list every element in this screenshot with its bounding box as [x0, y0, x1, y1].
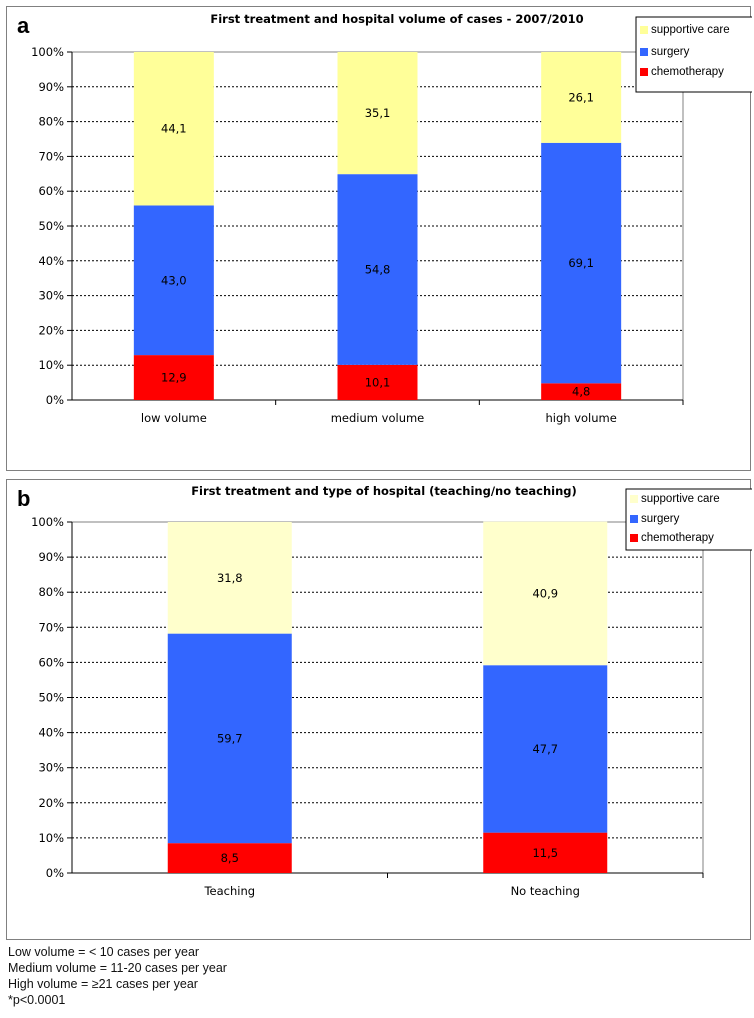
category-label: high volume — [545, 411, 616, 425]
data-label: 12,9 — [161, 371, 187, 385]
chart-title: First treatment and hospital volume of c… — [210, 12, 583, 26]
legend-label: surgery — [641, 513, 680, 525]
data-label: 54,8 — [365, 263, 391, 277]
y-tick-label: 80% — [38, 115, 64, 129]
bar-segment — [483, 665, 608, 833]
data-label: 4,8 — [572, 385, 590, 399]
bar-segment — [337, 174, 418, 365]
footnote-medium-volume: Medium volume = 11-20 cases per year — [8, 961, 227, 975]
data-label: 69,1 — [568, 256, 594, 270]
chart-svg: b First treatment and type of hospital (t… — [17, 484, 752, 898]
panel-letter: a — [17, 13, 30, 38]
y-tick-label: 40% — [38, 726, 64, 740]
y-tick-label: 90% — [38, 550, 64, 564]
legend-label: supportive care — [641, 493, 720, 505]
data-label: 10,1 — [365, 375, 391, 389]
legend-swatch — [630, 495, 638, 503]
y-tick-label: 70% — [38, 620, 64, 634]
footnotes: Low volume = < 10 cases per year Medium … — [8, 944, 227, 1008]
bar-segment — [133, 355, 214, 400]
data-label: 47,7 — [532, 742, 558, 756]
y-tick-label: 50% — [38, 219, 64, 233]
bar-segment — [483, 832, 608, 873]
legend-swatch — [640, 68, 648, 76]
data-label: 26,1 — [568, 90, 594, 104]
y-tick-label: 0% — [46, 393, 64, 407]
bar-segment — [541, 383, 622, 400]
bar-segment — [337, 52, 418, 175]
legend-swatch — [640, 26, 648, 34]
y-tick-label: 0% — [46, 866, 64, 880]
legend-label: chemotherapy — [641, 532, 714, 544]
data-label: 31,8 — [217, 571, 243, 585]
data-label: 59,7 — [217, 731, 243, 745]
category-label: medium volume — [331, 411, 425, 425]
bar-segment — [133, 205, 214, 356]
bar-segment — [337, 364, 418, 400]
panel-letter: b — [17, 486, 30, 511]
y-tick-label: 10% — [38, 831, 64, 845]
legend-swatch — [640, 48, 648, 56]
bar-segment — [541, 142, 622, 384]
y-tick-label: 60% — [38, 184, 64, 198]
chart-title: First treatment and type of hospital (te… — [191, 484, 577, 498]
chart-svg: a First treatment and hospital volume of … — [17, 12, 752, 425]
y-tick-label: 90% — [38, 80, 64, 94]
legend-label: chemotherapy — [651, 66, 724, 78]
category-label: low volume — [141, 411, 207, 425]
y-tick-label: 100% — [31, 515, 64, 529]
data-label: 8,5 — [221, 851, 239, 865]
legend-swatch — [630, 515, 638, 523]
data-label: 40,9 — [532, 586, 558, 600]
footnote-p-value: *p<0.0001 — [8, 993, 66, 1007]
legend-box — [625, 488, 752, 551]
data-label: 43,0 — [161, 273, 187, 287]
y-tick-label: 70% — [38, 149, 64, 163]
y-tick-label: 50% — [38, 691, 64, 705]
y-tick-label: 30% — [38, 761, 64, 775]
data-label: 35,1 — [365, 106, 391, 120]
y-tick-label: 10% — [38, 358, 64, 372]
bar-segment — [167, 843, 292, 873]
legend-box — [635, 16, 752, 93]
bar-segment — [167, 633, 292, 844]
category-label: No teaching — [511, 884, 580, 898]
legend-label: surgery — [651, 46, 690, 58]
category-label: Teaching — [203, 884, 255, 898]
data-label: 11,5 — [532, 846, 558, 860]
chart-panel-b: b First treatment and type of hospital (t… — [6, 479, 752, 940]
bar-segment — [133, 52, 214, 206]
y-tick-label: 20% — [38, 796, 64, 810]
chart-panel-a: a First treatment and hospital volume of … — [6, 6, 752, 471]
footnote-low-volume: Low volume = < 10 cases per year — [8, 945, 200, 959]
y-tick-label: 30% — [38, 289, 64, 303]
data-label: 44,1 — [161, 122, 187, 136]
bar-segment — [167, 522, 292, 634]
y-tick-label: 20% — [38, 323, 64, 337]
legend-swatch — [630, 534, 638, 542]
y-tick-label: 40% — [38, 254, 64, 268]
legend-label: supportive care — [651, 24, 730, 36]
bar-segment — [483, 521, 608, 666]
bar-segment — [541, 52, 622, 143]
y-tick-label: 80% — [38, 585, 64, 599]
y-tick-label: 60% — [38, 655, 64, 669]
footnote-high-volume: High volume = ≥21 cases per year — [8, 977, 198, 991]
y-tick-label: 100% — [31, 45, 64, 59]
